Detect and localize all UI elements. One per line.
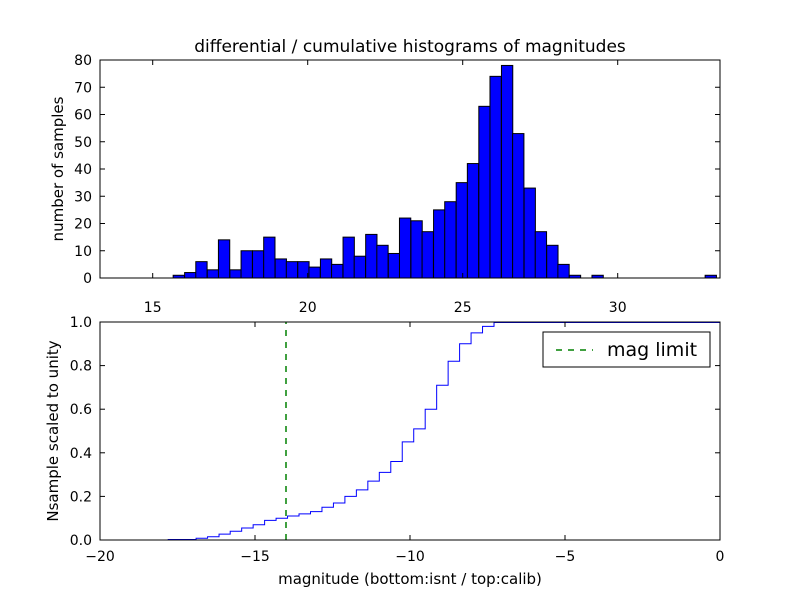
histogram-y-axis-label: number of samples xyxy=(49,96,67,241)
histogram-bar xyxy=(387,252,401,279)
legend: mag limit xyxy=(542,331,711,368)
histogram-bar xyxy=(376,244,389,279)
cumulative-x-tick-label: −5 xyxy=(555,549,576,565)
cumulative-x-axis-label: magnitude (bottom:isnt / top:calib) xyxy=(278,570,542,588)
cumulative-x-tick-label: −15 xyxy=(240,549,270,565)
histogram-bar xyxy=(421,231,434,279)
histogram-bar xyxy=(308,266,321,279)
histogram-bar xyxy=(557,263,570,279)
histogram-bar xyxy=(184,272,197,279)
histogram-bar xyxy=(398,217,412,279)
histogram-bar xyxy=(512,133,525,279)
histogram-x-tick-label: 20 xyxy=(299,300,317,316)
histogram-bar xyxy=(500,64,514,279)
cumulative-plot-frame xyxy=(99,321,721,541)
cumulative-y-tick-label: 0.0 xyxy=(70,533,92,549)
histogram-bar xyxy=(195,261,208,279)
cumulative-ticks: 0.0 0.2 0.4 0.6 0.8 1.0 −20 −15 −10 −5 0 xyxy=(70,315,725,565)
cumulative-y-tick-label: 0.2 xyxy=(70,489,92,505)
histogram-bar xyxy=(478,105,491,279)
histogram-bar xyxy=(466,163,480,279)
histogram-bar xyxy=(240,250,253,279)
histogram-bar xyxy=(274,258,287,279)
cumulative-y-tick-label: 0.4 xyxy=(70,446,92,462)
histogram-bar xyxy=(410,220,423,279)
cumulative-y-tick-label: 0.8 xyxy=(70,359,92,375)
histogram-x-tick-label: 15 xyxy=(144,300,162,316)
cumulative-y-tick-label: 1.0 xyxy=(70,315,92,331)
histogram-bar xyxy=(353,255,367,279)
histogram-y-tick-label: 20 xyxy=(74,217,92,233)
histogram-plot-frame xyxy=(99,59,721,279)
histogram-bars xyxy=(172,64,717,279)
histogram-bar xyxy=(523,187,536,279)
histogram-y-tick-label: 0 xyxy=(83,271,92,287)
histogram-bar xyxy=(433,209,446,279)
histogram-bar xyxy=(534,231,548,279)
histogram-x-tick-label: 25 xyxy=(454,300,472,316)
histogram-bar xyxy=(546,244,559,279)
legend-mag-limit-label: mag limit xyxy=(607,339,697,361)
histogram-x-tick-label: 30 xyxy=(609,300,627,316)
cumulative-x-tick-label: 0 xyxy=(716,549,725,565)
histogram-bar xyxy=(455,182,469,279)
histogram-bar xyxy=(229,269,242,279)
histogram-y-tick-label: 70 xyxy=(74,80,92,96)
histogram-bar xyxy=(263,236,276,279)
cumulative-x-tick-label: −10 xyxy=(395,549,425,565)
histogram-bar xyxy=(285,261,299,279)
cumulative-y-tick-label: 0.6 xyxy=(70,402,92,418)
chart-title: differential / cumulative histograms of … xyxy=(194,37,626,57)
histogram-y-tick-label: 10 xyxy=(74,244,92,260)
histogram-ticks: 0 10 20 30 40 50 60 70 80 15 20 25 30 xyxy=(74,53,720,316)
cumulative-x-tick-label: −20 xyxy=(85,549,115,565)
cumulative-y-axis-label: Nsample scaled to unity xyxy=(44,340,62,521)
histogram-y-tick-label: 80 xyxy=(74,53,92,69)
histogram-bar xyxy=(444,201,457,279)
histogram-bar xyxy=(206,269,220,279)
histogram-bar xyxy=(365,233,378,279)
histogram-y-tick-label: 50 xyxy=(74,135,92,151)
histogram-panel: differential / cumulative histograms of … xyxy=(49,37,721,316)
histogram-bar xyxy=(489,75,502,279)
histogram-y-tick-label: 30 xyxy=(74,189,92,205)
cumulative-panel: 0.0 0.2 0.4 0.6 0.8 1.0 −20 −15 −10 −5 0 Nsample s… xyxy=(44,315,724,588)
histogram-bar xyxy=(342,236,355,279)
histogram-bar xyxy=(331,263,344,279)
histogram-y-tick-label: 40 xyxy=(74,162,92,178)
histogram-bar xyxy=(319,258,333,279)
cumulative-lines xyxy=(100,321,721,541)
histogram-bar xyxy=(252,250,265,279)
cumulative-step-line xyxy=(100,321,721,541)
histogram-y-tick-label: 60 xyxy=(74,108,92,124)
histogram-bar xyxy=(217,239,231,279)
